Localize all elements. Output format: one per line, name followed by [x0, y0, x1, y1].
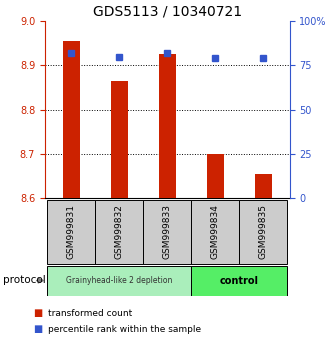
Bar	[143, 200, 191, 264]
Text: control: control	[220, 275, 259, 286]
Text: protocol: protocol	[3, 275, 46, 285]
Bar	[207, 154, 224, 198]
Bar	[95, 200, 143, 264]
Bar	[47, 266, 191, 296]
Text: GSM999832: GSM999832	[115, 204, 124, 259]
Bar	[239, 200, 287, 264]
Text: percentile rank within the sample: percentile rank within the sample	[48, 325, 201, 334]
Bar	[47, 200, 95, 264]
Text: GSM999834: GSM999834	[211, 204, 220, 259]
Bar	[159, 55, 176, 198]
Text: GSM999835: GSM999835	[259, 204, 268, 259]
Bar	[255, 174, 272, 198]
Title: GDS5113 / 10340721: GDS5113 / 10340721	[93, 5, 242, 19]
Bar	[111, 81, 128, 198]
Bar	[191, 200, 239, 264]
Text: Grainyhead-like 2 depletion: Grainyhead-like 2 depletion	[66, 276, 172, 285]
Bar	[191, 266, 287, 296]
Text: ■: ■	[33, 308, 43, 318]
Bar	[63, 41, 80, 198]
Text: GSM999831: GSM999831	[67, 204, 76, 259]
Text: GSM999833: GSM999833	[163, 204, 172, 259]
Text: ■: ■	[33, 324, 43, 334]
Text: transformed count: transformed count	[48, 309, 133, 318]
